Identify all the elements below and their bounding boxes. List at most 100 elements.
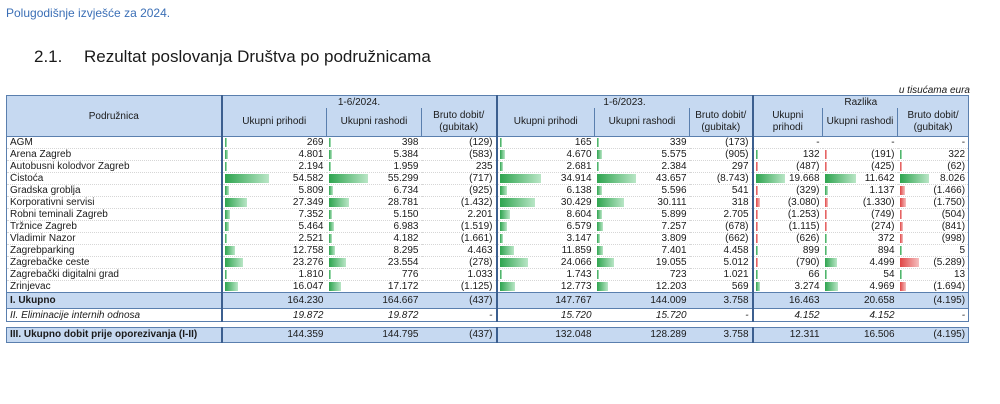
section-title: Rezultat poslovanja Društva po podružnic… [84, 47, 431, 66]
value-cell: 3.274 [751, 280, 823, 293]
section-number: 2.1. [34, 47, 63, 66]
value-cell: 1.810 [220, 268, 327, 281]
cell-value: 20.658 [863, 295, 895, 306]
cell-value: (1.661) [460, 233, 493, 244]
value-cell: (437) [421, 292, 497, 309]
cell-value: (678) [725, 221, 749, 232]
value-cell: 19.055 [594, 256, 690, 269]
branch-name: Zagrebačke ceste [6, 256, 222, 269]
value-cell: 55.299 [326, 172, 422, 185]
cell-value: 12.311 [789, 329, 820, 340]
data-bar [755, 186, 758, 195]
data-bar [824, 174, 857, 183]
data-bar [224, 234, 227, 243]
cell-value: (1.432) [460, 197, 493, 208]
data-bar [899, 162, 902, 171]
cell-value: 16.463 [788, 295, 820, 306]
data-bar [596, 162, 599, 171]
value-cell: 27.349 [220, 196, 327, 209]
cell-value: 2.521 [298, 233, 324, 244]
cell-value: - [891, 137, 895, 148]
value-cell: 5.384 [326, 148, 422, 161]
cell-value: 4.670 [566, 149, 592, 160]
subheader-gross-profit: Bruto dobit/ (gubitak) [420, 108, 498, 137]
data-bar [824, 234, 827, 243]
value-cell: 5.899 [594, 208, 690, 221]
cell-value: 269 [306, 137, 324, 148]
cell-value: (749) [871, 209, 895, 220]
value-cell: (173) [689, 136, 753, 149]
data-bar [224, 258, 244, 267]
cell-value: (425) [871, 161, 895, 172]
value-cell: 8.026 [897, 172, 970, 185]
subheader-income: Ukupni prihodi [751, 108, 824, 137]
value-cell: 4.463 [421, 244, 497, 257]
value-cell: 1.137 [822, 184, 898, 197]
data-bar [499, 222, 508, 231]
cell-value: (1.125) [460, 281, 493, 292]
value-cell: 54.582 [220, 172, 327, 185]
data-bar [755, 270, 758, 279]
data-bar [499, 210, 510, 219]
branch-name: Zagrebački digitalni grad [6, 268, 222, 281]
value-cell: 12.758 [220, 244, 327, 257]
cell-value: 147.767 [555, 295, 592, 306]
value-cell: 11.642 [822, 172, 898, 185]
data-bar [899, 210, 902, 219]
value-cell: 132.048 [495, 327, 595, 343]
value-cell: 7.257 [594, 220, 690, 233]
group-header-row: Podružnica 1-6/2024. 1-6/2023. Razlika [6, 95, 970, 137]
data-bar [224, 150, 229, 159]
value-cell: 5.596 [594, 184, 690, 197]
value-cell: (4.195) [897, 292, 970, 309]
data-bar [328, 222, 334, 231]
cell-value: 4.801 [298, 149, 324, 160]
value-cell: 11.859 [495, 244, 595, 257]
value-cell: (274) [822, 220, 898, 233]
data-bar [596, 270, 599, 279]
data-bar [499, 150, 506, 159]
data-bar [755, 234, 758, 243]
value-cell: 8.295 [326, 244, 422, 257]
cell-value: 128.289 [650, 329, 687, 340]
value-cell: 4.670 [495, 148, 595, 161]
value-cell: 5 [897, 244, 970, 257]
value-cell: 15.720 [495, 308, 595, 322]
value-cell: 4.499 [822, 256, 898, 269]
value-cell: 30.111 [594, 196, 690, 209]
cell-value: 894 [877, 245, 895, 256]
data-bar [224, 174, 269, 183]
value-cell: (329) [751, 184, 823, 197]
cell-value: 23.276 [292, 257, 324, 268]
cell-value: 16.506 [863, 329, 895, 340]
table-body: AGM 269 398 (129) 165 339 (173) - - - Arena Zagreb… [6, 136, 970, 343]
value-cell: 16.463 [751, 292, 823, 309]
cell-value: 3.758 [723, 295, 749, 306]
cell-value: 5.575 [661, 149, 687, 160]
cell-value: 4.182 [393, 233, 419, 244]
cell-value: 318 [731, 197, 749, 208]
data-bar [824, 270, 827, 279]
data-bar [224, 198, 247, 207]
total-row: I. Ukupno 164.230 164.667 (437) 147.767 144.0… [6, 292, 970, 309]
branch-name: Čistoća [6, 172, 222, 185]
value-cell: 5.809 [220, 184, 327, 197]
cell-value: 4.969 [869, 281, 895, 292]
cell-value: 19.872 [387, 309, 419, 321]
branch-name: Autobusni kolodvor Zagreb [6, 160, 222, 173]
data-bar [755, 174, 785, 183]
cell-value: 43.657 [655, 173, 687, 184]
cell-value: (278) [469, 257, 493, 268]
value-cell: (662) [689, 232, 753, 245]
data-bar [328, 162, 331, 171]
cell-value: 1.137 [869, 185, 895, 196]
cell-value: 16.047 [292, 281, 324, 292]
value-cell: 66 [751, 268, 823, 281]
value-cell: - [897, 308, 970, 322]
cell-value: 322 [948, 149, 966, 160]
cell-value: 6.579 [566, 221, 592, 232]
branch-name: I. Ukupno [6, 292, 222, 309]
data-bar [755, 162, 758, 171]
branch-name: AGM [6, 136, 222, 149]
cell-value: 2.194 [298, 161, 324, 172]
